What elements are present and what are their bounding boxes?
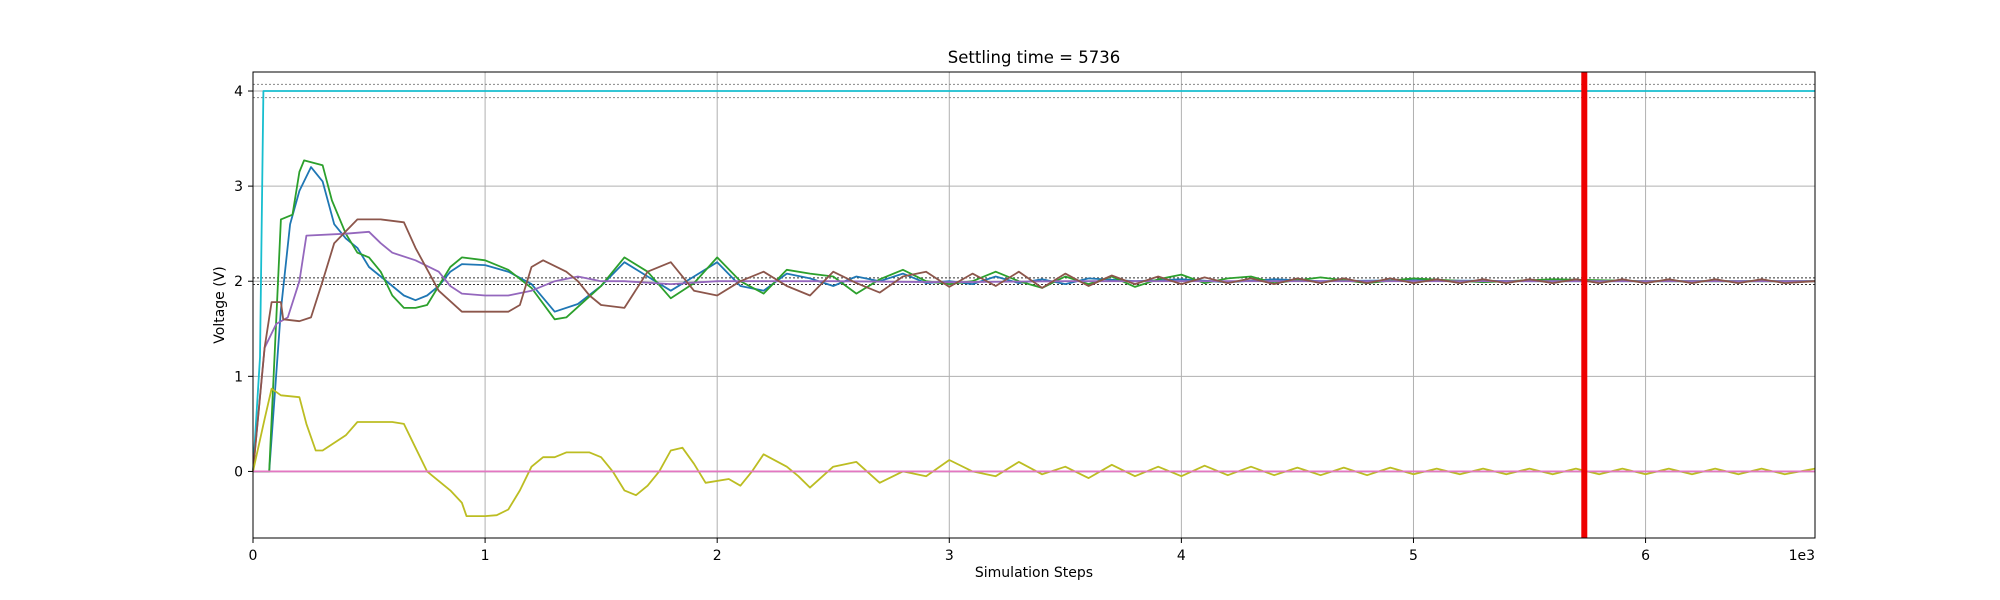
y-tick-label: 3 (234, 179, 243, 195)
series-line (252, 218, 1816, 472)
series-line (252, 90, 1815, 472)
x-tick-label: 1 (481, 548, 490, 564)
x-tick-label: 5 (1409, 548, 1418, 564)
chart-title: Settling time = 5736 (948, 48, 1121, 67)
y-tick-label: 2 (234, 274, 243, 290)
x-axis-offset-label: 1e3 (1789, 548, 1815, 564)
x-tick-label: 4 (1177, 548, 1186, 564)
y-tick-label: 0 (234, 464, 243, 480)
series-lines (252, 90, 1816, 517)
y-axis-label: Voltage (V) (212, 266, 228, 343)
series-line (253, 166, 1815, 473)
x-tick-label: 2 (713, 548, 722, 564)
x-axis-label: Simulation Steps (975, 565, 1093, 581)
x-tick-label: 6 (1641, 548, 1650, 564)
x-tick-label: 3 (945, 548, 954, 564)
axis-ticks: 0 1 2 3 4 5 6 0 1 2 3 4 (234, 84, 1650, 564)
plot-frame (252, 71, 1816, 539)
tolerance-bands (253, 83, 1815, 286)
y-tick-label: 1 (234, 369, 243, 385)
x-tick-label: 0 (249, 548, 258, 564)
y-tick-label: 4 (234, 84, 243, 100)
